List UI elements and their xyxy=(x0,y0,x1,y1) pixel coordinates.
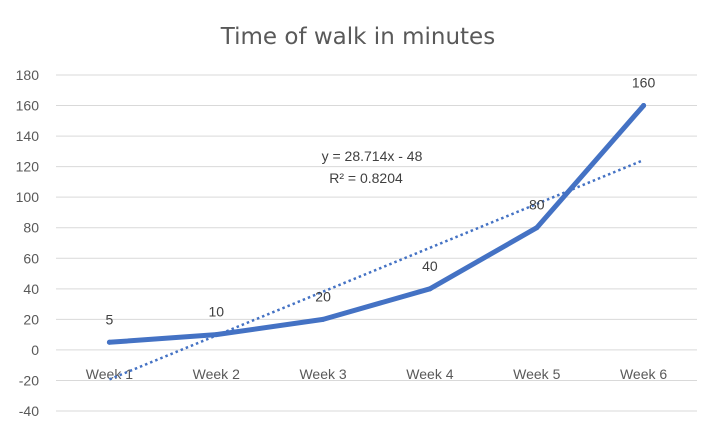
data-point xyxy=(106,339,112,345)
x-tick-label: Week 3 xyxy=(299,366,346,382)
data-point xyxy=(534,225,540,231)
series-line xyxy=(106,103,647,345)
series-group xyxy=(106,103,647,345)
x-tick-label: Week 6 xyxy=(620,366,667,382)
trendline-r-squared: R² = 0.8204 xyxy=(329,170,403,186)
x-axis-ticks: Week 1 Week 2 Week 3 Week 4 Week 5 Week 6 xyxy=(86,366,668,382)
y-axis-ticks: 180 160 140 120 100 80 60 40 20 0 -20 -40 xyxy=(16,67,40,419)
y-tick-label: 140 xyxy=(16,128,40,144)
y-tick-label: -40 xyxy=(19,403,39,419)
data-point xyxy=(427,286,433,292)
y-tick-label: 80 xyxy=(23,220,39,236)
y-tick-label: 160 xyxy=(16,98,40,114)
data-label: 40 xyxy=(422,258,438,274)
y-tick-label: 60 xyxy=(23,250,39,266)
y-tick-label: 180 xyxy=(16,67,40,83)
x-tick-label: Week 1 xyxy=(86,366,133,382)
data-label: 10 xyxy=(208,304,224,320)
y-tick-label: 100 xyxy=(16,189,40,205)
data-labels: 5 10 20 40 80 160 xyxy=(106,75,656,328)
y-tick-label: 0 xyxy=(31,342,39,358)
data-label: 20 xyxy=(315,288,331,304)
data-point xyxy=(213,332,219,338)
data-point xyxy=(320,316,326,322)
y-tick-label: 120 xyxy=(16,159,40,175)
gridlines xyxy=(56,74,697,412)
trendline-group xyxy=(108,158,645,381)
trendline xyxy=(108,158,645,381)
data-point xyxy=(641,103,647,109)
trendline-equation: y = 28.714x - 48 xyxy=(322,148,423,164)
data-label: 5 xyxy=(106,311,114,327)
y-tick-label: 40 xyxy=(23,281,39,297)
x-tick-label: Week 4 xyxy=(406,366,453,382)
x-tick-label: Week 2 xyxy=(193,366,240,382)
data-label: 80 xyxy=(529,197,545,213)
y-tick-label: 20 xyxy=(23,311,39,327)
chart-title: Time of walk in minutes xyxy=(220,24,495,50)
data-label: 160 xyxy=(632,75,656,91)
y-tick-label: -20 xyxy=(19,372,39,388)
x-tick-label: Week 5 xyxy=(513,366,560,382)
